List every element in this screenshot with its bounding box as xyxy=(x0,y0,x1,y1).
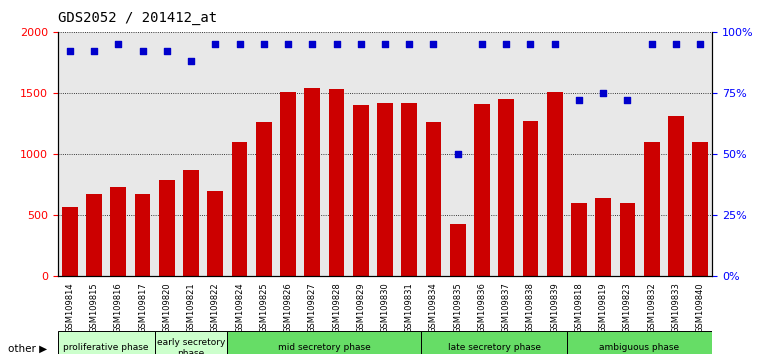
Point xyxy=(645,41,658,47)
Point xyxy=(621,97,634,103)
Point xyxy=(306,41,319,47)
Bar xyxy=(377,103,393,276)
Bar xyxy=(183,170,199,276)
Text: ambiguous phase: ambiguous phase xyxy=(600,343,680,352)
Bar xyxy=(280,92,296,276)
Bar xyxy=(567,331,712,354)
Bar xyxy=(450,224,466,276)
Bar xyxy=(110,187,126,276)
Point xyxy=(258,41,270,47)
Point xyxy=(185,58,197,64)
Point xyxy=(161,48,173,54)
Bar xyxy=(227,331,421,354)
Point xyxy=(112,41,125,47)
Point xyxy=(524,41,537,47)
Bar xyxy=(58,331,155,354)
Bar xyxy=(498,99,514,276)
Bar xyxy=(571,203,587,276)
Point xyxy=(573,97,585,103)
Bar xyxy=(547,92,563,276)
Point xyxy=(88,48,100,54)
Bar xyxy=(207,190,223,276)
Bar xyxy=(155,331,227,354)
Point xyxy=(379,41,391,47)
Bar xyxy=(135,194,150,276)
Bar xyxy=(232,142,247,276)
Bar xyxy=(159,180,175,276)
Point xyxy=(330,41,343,47)
Bar xyxy=(304,88,320,276)
Bar xyxy=(329,89,344,276)
Bar xyxy=(353,105,369,276)
Point xyxy=(597,90,609,96)
Point xyxy=(476,41,488,47)
Point xyxy=(403,41,415,47)
Point xyxy=(427,41,440,47)
Bar xyxy=(523,121,538,276)
Point xyxy=(136,48,149,54)
Bar xyxy=(426,122,441,276)
Point xyxy=(694,41,706,47)
Bar xyxy=(256,122,272,276)
Bar xyxy=(692,142,708,276)
Point xyxy=(500,41,512,47)
Bar xyxy=(62,206,78,276)
Bar xyxy=(86,194,102,276)
Text: other ▶: other ▶ xyxy=(8,344,47,354)
Point xyxy=(282,41,294,47)
Bar xyxy=(595,198,611,276)
Bar xyxy=(421,331,567,354)
Text: proliferative phase: proliferative phase xyxy=(63,343,149,352)
Point xyxy=(64,48,76,54)
Bar xyxy=(401,103,417,276)
Bar xyxy=(668,116,684,276)
Text: mid secretory phase: mid secretory phase xyxy=(278,343,371,352)
Bar xyxy=(474,104,490,276)
Bar xyxy=(620,203,635,276)
Point xyxy=(355,41,367,47)
Point xyxy=(209,41,222,47)
Text: late secretory phase: late secretory phase xyxy=(447,343,541,352)
Point xyxy=(233,41,246,47)
Point xyxy=(548,41,561,47)
Text: early secretory
phase: early secretory phase xyxy=(157,338,226,354)
Point xyxy=(451,151,464,157)
Bar xyxy=(644,142,660,276)
Text: GDS2052 / 201412_at: GDS2052 / 201412_at xyxy=(58,11,217,25)
Point xyxy=(670,41,682,47)
